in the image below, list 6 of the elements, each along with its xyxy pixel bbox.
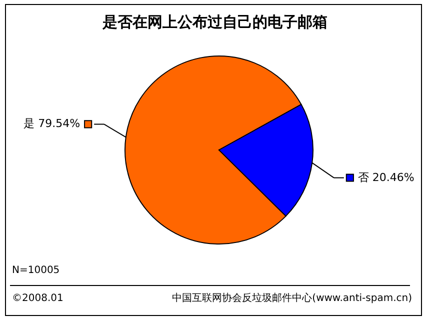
text: ©2008.01	[12, 293, 64, 304]
text: 中国互联网协会反垃圾邮件中心(www.anti-spam.cn)	[172, 292, 412, 304]
legend-label: 否 20.46%	[358, 170, 414, 184]
text: N=10005	[12, 265, 60, 276]
chart-title: 是否在网上公布过自己的电子邮箱	[102, 13, 328, 31]
slice-label: 是 79.54%	[24, 117, 80, 130]
